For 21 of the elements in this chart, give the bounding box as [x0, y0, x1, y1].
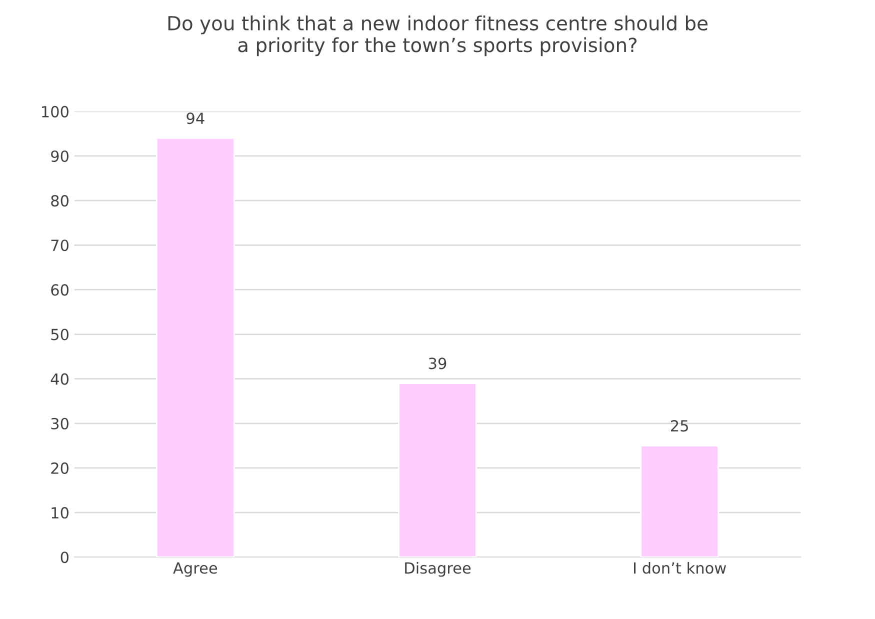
bar — [156, 137, 235, 558]
bar — [640, 444, 720, 558]
y-tick-label: 90 — [51, 150, 68, 162]
x-tick-label: Disagree — [405, 562, 471, 577]
y-tick-label: 60 — [51, 284, 68, 296]
data-label: 94 — [186, 112, 204, 124]
y-tick-label: 0 — [60, 552, 68, 564]
data-label: 25 — [670, 420, 688, 432]
data-label: 39 — [428, 358, 446, 370]
y-tick-label: 70 — [51, 240, 68, 252]
y-tick-label: 50 — [51, 328, 68, 340]
y-tick-label: 20 — [51, 462, 68, 474]
x-tick-label: Agree — [173, 562, 218, 577]
y-tick-label: 80 — [51, 195, 68, 207]
chart-title: Do you think that a new indoor fitness centre should be a priority for the town’s sports provision? — [168, 15, 708, 56]
y-tick-label: 10 — [52, 506, 68, 519]
x-tick-label: I don’t know — [634, 562, 726, 574]
bar — [398, 382, 477, 558]
y-tick-label: 40 — [50, 373, 68, 385]
y-tick-label: 100 — [42, 106, 68, 118]
y-tick-label: 30 — [51, 418, 68, 430]
